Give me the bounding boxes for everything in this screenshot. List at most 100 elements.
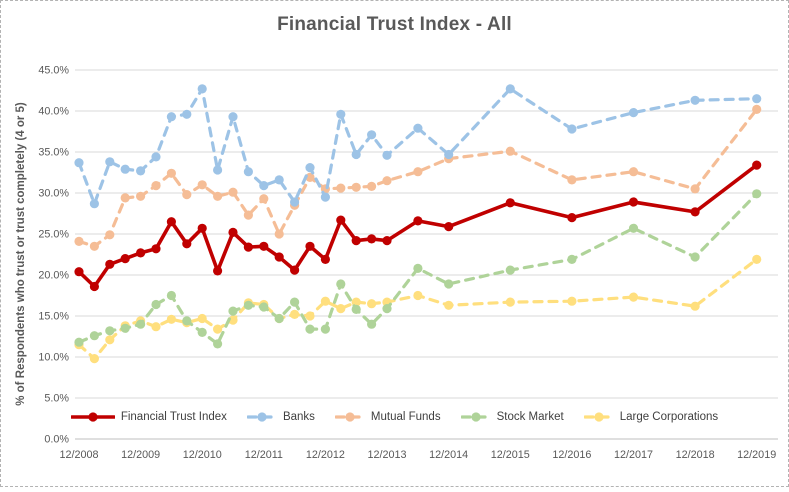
- data-point-large-corporations[interactable]: [690, 301, 700, 311]
- data-point-large-corporations[interactable]: [628, 292, 639, 302]
- data-point-banks[interactable]: [752, 94, 762, 104]
- data-point-stock-market[interactable]: [74, 337, 84, 347]
- data-point-stock-market[interactable]: [444, 279, 454, 289]
- data-point-financial-trust-index[interactable]: [567, 213, 577, 223]
- data-point-large-corporations[interactable]: [228, 315, 238, 325]
- data-point-stock-market[interactable]: [505, 265, 515, 275]
- data-point-large-corporations[interactable]: [105, 335, 115, 345]
- data-point-mutual-funds[interactable]: [197, 180, 207, 190]
- data-point-financial-trust-index[interactable]: [752, 160, 762, 170]
- series-line-large-corporations[interactable]: [77, 257, 759, 361]
- data-point-financial-trust-index[interactable]: [182, 239, 192, 249]
- data-point-large-corporations[interactable]: [89, 354, 99, 364]
- data-point-stock-market[interactable]: [213, 339, 223, 349]
- series-mutual-funds[interactable]: [74, 104, 762, 251]
- data-point-mutual-funds[interactable]: [274, 229, 284, 239]
- series-line-mutual-funds[interactable]: [77, 107, 759, 248]
- data-point-financial-trust-index[interactable]: [413, 216, 423, 226]
- data-point-mutual-funds[interactable]: [305, 172, 315, 182]
- legend-item-financial-trust-index[interactable]: Financial Trust Index: [70, 411, 227, 423]
- data-point-banks[interactable]: [367, 130, 377, 140]
- data-point-large-corporations[interactable]: [413, 290, 423, 301]
- data-point-banks[interactable]: [243, 167, 253, 177]
- data-point-stock-market[interactable]: [228, 306, 238, 316]
- data-point-large-corporations[interactable]: [505, 297, 515, 307]
- data-point-stock-market[interactable]: [182, 316, 192, 326]
- data-point-stock-market[interactable]: [628, 223, 639, 233]
- data-point-banks[interactable]: [120, 164, 130, 174]
- data-point-large-corporations[interactable]: [166, 314, 176, 324]
- data-point-banks[interactable]: [413, 123, 423, 133]
- data-point-mutual-funds[interactable]: [505, 146, 515, 156]
- data-point-stock-market[interactable]: [136, 319, 146, 329]
- data-point-stock-market[interactable]: [89, 331, 99, 341]
- data-point-stock-market[interactable]: [690, 252, 700, 262]
- series-financial-trust-index[interactable]: [74, 160, 762, 292]
- data-point-stock-market[interactable]: [336, 279, 346, 289]
- data-point-stock-market[interactable]: [151, 299, 161, 310]
- data-point-financial-trust-index[interactable]: [259, 241, 269, 251]
- data-point-mutual-funds[interactable]: [628, 167, 639, 177]
- data-point-mutual-funds[interactable]: [74, 236, 84, 246]
- data-point-mutual-funds[interactable]: [228, 187, 238, 197]
- data-point-large-corporations[interactable]: [336, 304, 346, 314]
- data-point-mutual-funds[interactable]: [752, 104, 762, 114]
- data-point-banks[interactable]: [213, 165, 223, 175]
- data-point-large-corporations[interactable]: [444, 300, 454, 310]
- data-point-stock-market[interactable]: [274, 313, 284, 324]
- data-point-financial-trust-index[interactable]: [89, 281, 99, 292]
- data-point-banks[interactable]: [166, 112, 176, 122]
- data-point-stock-market[interactable]: [105, 326, 115, 336]
- data-point-banks[interactable]: [336, 109, 346, 119]
- data-point-mutual-funds[interactable]: [259, 194, 269, 204]
- legend-item-banks[interactable]: Banks: [246, 411, 315, 423]
- data-point-mutual-funds[interactable]: [367, 181, 377, 191]
- data-point-banks[interactable]: [305, 163, 315, 173]
- data-point-large-corporations[interactable]: [320, 296, 330, 306]
- data-point-banks[interactable]: [351, 149, 361, 160]
- data-point-mutual-funds[interactable]: [120, 193, 130, 203]
- data-point-stock-market[interactable]: [166, 290, 176, 301]
- data-point-large-corporations[interactable]: [213, 324, 223, 334]
- data-point-financial-trust-index[interactable]: [382, 236, 392, 246]
- data-point-financial-trust-index[interactable]: [213, 266, 223, 276]
- data-point-banks[interactable]: [274, 175, 284, 185]
- data-point-financial-trust-index[interactable]: [166, 217, 176, 227]
- data-point-mutual-funds[interactable]: [105, 230, 115, 240]
- data-point-banks[interactable]: [105, 157, 115, 167]
- data-point-financial-trust-index[interactable]: [197, 223, 207, 233]
- data-point-financial-trust-index[interactable]: [136, 248, 146, 258]
- data-point-mutual-funds[interactable]: [382, 176, 392, 186]
- data-point-stock-market[interactable]: [413, 263, 423, 273]
- data-point-financial-trust-index[interactable]: [367, 234, 377, 244]
- data-point-banks[interactable]: [74, 158, 84, 168]
- legend-item-mutual-funds[interactable]: Mutual Funds: [334, 411, 441, 423]
- data-point-mutual-funds[interactable]: [351, 182, 361, 192]
- data-point-banks[interactable]: [197, 84, 207, 94]
- data-point-banks[interactable]: [567, 124, 577, 134]
- data-point-financial-trust-index[interactable]: [105, 259, 115, 269]
- data-point-mutual-funds[interactable]: [136, 191, 146, 201]
- data-point-stock-market[interactable]: [305, 324, 315, 334]
- data-point-large-corporations[interactable]: [151, 322, 161, 332]
- data-point-banks[interactable]: [628, 108, 639, 118]
- data-point-banks[interactable]: [228, 112, 238, 122]
- data-point-mutual-funds[interactable]: [336, 183, 346, 193]
- series-line-banks[interactable]: [77, 87, 759, 206]
- data-point-banks[interactable]: [320, 192, 330, 202]
- data-point-large-corporations[interactable]: [290, 309, 300, 319]
- data-point-stock-market[interactable]: [351, 304, 361, 314]
- data-point-financial-trust-index[interactable]: [320, 254, 330, 264]
- data-point-financial-trust-index[interactable]: [351, 236, 361, 246]
- series-line-stock-market[interactable]: [77, 192, 759, 346]
- data-point-mutual-funds[interactable]: [166, 168, 176, 178]
- series-line-financial-trust-index[interactable]: [77, 163, 759, 289]
- data-point-mutual-funds[interactable]: [182, 190, 192, 200]
- data-point-mutual-funds[interactable]: [213, 191, 223, 201]
- data-point-financial-trust-index[interactable]: [628, 197, 639, 207]
- data-point-banks[interactable]: [382, 150, 392, 160]
- data-point-financial-trust-index[interactable]: [228, 227, 238, 237]
- data-point-mutual-funds[interactable]: [243, 210, 253, 220]
- data-point-banks[interactable]: [690, 95, 700, 105]
- data-point-stock-market[interactable]: [367, 319, 377, 329]
